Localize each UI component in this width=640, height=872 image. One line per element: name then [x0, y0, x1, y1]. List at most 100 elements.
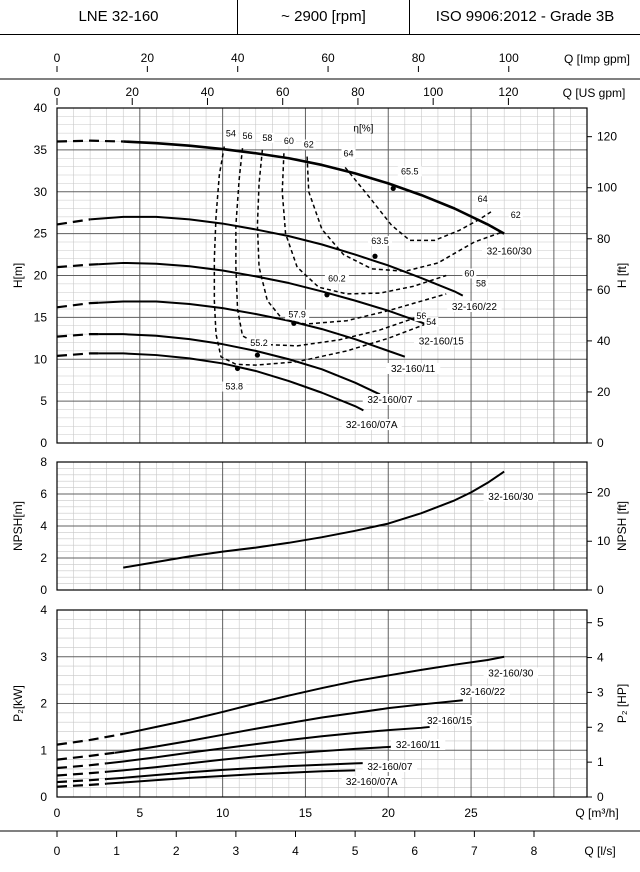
y-tick-label: 8	[40, 455, 47, 469]
ls-tick-label: 7	[471, 844, 478, 858]
y-right-axis-label: NPSH [ft]	[615, 501, 629, 551]
efficiency-label-bg	[281, 136, 296, 147]
curve-label: 32-160/11	[396, 740, 441, 751]
ls-tick-label: 2	[173, 844, 180, 858]
efficiency-label-bg	[285, 309, 310, 320]
curve-power-32-160/15-dashed	[56, 762, 107, 770]
y-tick-label: 2	[40, 551, 47, 565]
y-right-tick-label: 3	[597, 685, 604, 699]
y-right-tick-label: 100	[597, 181, 617, 195]
m3h-tick-label: 15	[299, 806, 313, 820]
efficiency-label: 62	[511, 210, 521, 220]
m3h-tick-label: 20	[382, 806, 396, 820]
y-tick-label: 2	[40, 697, 47, 711]
y-tick-label: 1	[40, 743, 47, 757]
y-right-tick-label: 20	[597, 385, 611, 399]
ls-tick-label: 6	[411, 844, 418, 858]
curve-label-bg	[341, 419, 402, 431]
efficiency-title: η[%]	[353, 123, 373, 134]
curve-power-32-160/11-dashed	[56, 770, 107, 777]
y-right-tick-label: 60	[597, 283, 611, 297]
y-axis-label: H[m]	[11, 263, 25, 288]
imp-gpm-tick-label: 100	[499, 51, 519, 65]
plot-frame	[56, 609, 588, 798]
us-gpm-tick-label: 0	[54, 85, 61, 99]
bep-point	[234, 365, 241, 372]
y-right-tick-label: 40	[597, 334, 611, 348]
us-gpm-axis-label: Q [US gpm]	[563, 86, 626, 100]
efficiency-label: 65.5	[401, 166, 419, 176]
y-right-axis-label: H [ft]	[615, 263, 629, 288]
curve-label: 32-160/15	[419, 336, 464, 347]
y-tick-label: 0	[40, 790, 47, 804]
y-tick-label: 15	[34, 310, 48, 324]
efficiency-contour-64	[344, 166, 492, 242]
curve-head-32-160/30-dashed	[56, 139, 124, 143]
test-standard: ISO 9906:2012 - Grade 3B	[435, 8, 615, 25]
y-tick-label: 35	[34, 143, 48, 157]
m3h-tick-label: 5	[136, 806, 143, 820]
curve-label-bg	[362, 393, 418, 405]
pump-speed: ~ 2900 [rpm]	[281, 8, 366, 25]
ls-tick-label: 5	[352, 844, 359, 858]
curve-label-bg	[422, 715, 477, 727]
y-right-axis-label: P₂ [HP]	[615, 684, 629, 723]
y-tick-label: 6	[40, 487, 47, 501]
y-tick-label: 20	[34, 269, 48, 283]
y-right-tick-label: 0	[597, 790, 604, 804]
y-right-tick-label: 0	[597, 583, 604, 597]
imp-gpm-tick-label: 0	[54, 51, 61, 65]
curve-label: 32-160/07	[367, 762, 412, 773]
efficiency-label-bg	[223, 128, 238, 139]
us-gpm-tick-label: 60	[276, 85, 290, 99]
efficiency-label: 53.8	[225, 382, 243, 392]
curve-label: 32-160/07A	[346, 420, 398, 431]
curve-label: 32-160/07	[367, 395, 412, 406]
curve-label-bg	[385, 362, 441, 374]
y-tick-label: 4	[40, 519, 47, 533]
efficiency-label-bg	[341, 148, 356, 159]
curve-head-32-160/07-dashed	[56, 333, 99, 338]
efficiency-label: 60	[464, 269, 474, 279]
y-right-tick-label: 1	[597, 755, 604, 769]
efficiency-contour-56	[235, 148, 422, 347]
efficiency-label-bg	[397, 166, 422, 177]
efficiency-label-bg	[462, 268, 477, 279]
efficiency-label-bg	[414, 311, 429, 322]
curve-label: 32-160/11	[391, 364, 436, 375]
efficiency-label-bg	[301, 139, 316, 150]
efficiency-label: 58	[476, 279, 486, 289]
curve-head-32-160/07	[98, 333, 381, 396]
efficiency-label-bg	[260, 132, 275, 143]
curve-label: 32-160/07A	[346, 777, 398, 788]
curve-head-32-160/22-dashed	[56, 218, 91, 226]
efficiency-contour-54	[213, 146, 429, 366]
curve-label-bg	[362, 760, 418, 772]
efficiency-label: 64	[478, 194, 488, 204]
curve-power-32-160/07	[106, 761, 372, 780]
ls-tick-label: 3	[233, 844, 240, 858]
plot-frame	[56, 461, 588, 591]
y-tick-label: 10	[34, 352, 48, 366]
curve-label: 32-160/30	[487, 247, 532, 258]
efficiency-label: 64	[343, 149, 353, 159]
curve-power-32-160/22	[114, 699, 463, 754]
bep-point	[291, 320, 297, 326]
curve-label: 32-160/22	[460, 687, 505, 698]
y-axis-label: NPSH[m]	[11, 501, 25, 551]
curve-head-32-160/30	[123, 140, 505, 235]
curve-power-32-160/07A-dashed	[56, 782, 107, 788]
plot-frame	[56, 107, 588, 444]
efficiency-label: 56	[242, 131, 252, 141]
ls-tick-label: 1	[113, 844, 120, 858]
imp-gpm-axis-label: Q [Imp gpm]	[564, 52, 630, 66]
ls-tick-label: 4	[292, 844, 299, 858]
curve-label: 32-160/22	[452, 302, 497, 313]
efficiency-label: 57.9	[288, 310, 306, 320]
curve-label: 32-160/30	[488, 492, 533, 503]
efficiency-label-bg	[324, 273, 349, 284]
curve-label-bg	[483, 667, 539, 679]
curve-power-32-160/30-dashed	[56, 732, 124, 746]
y-right-tick-label: 80	[597, 232, 611, 246]
y-right-tick-label: 0	[597, 436, 604, 450]
